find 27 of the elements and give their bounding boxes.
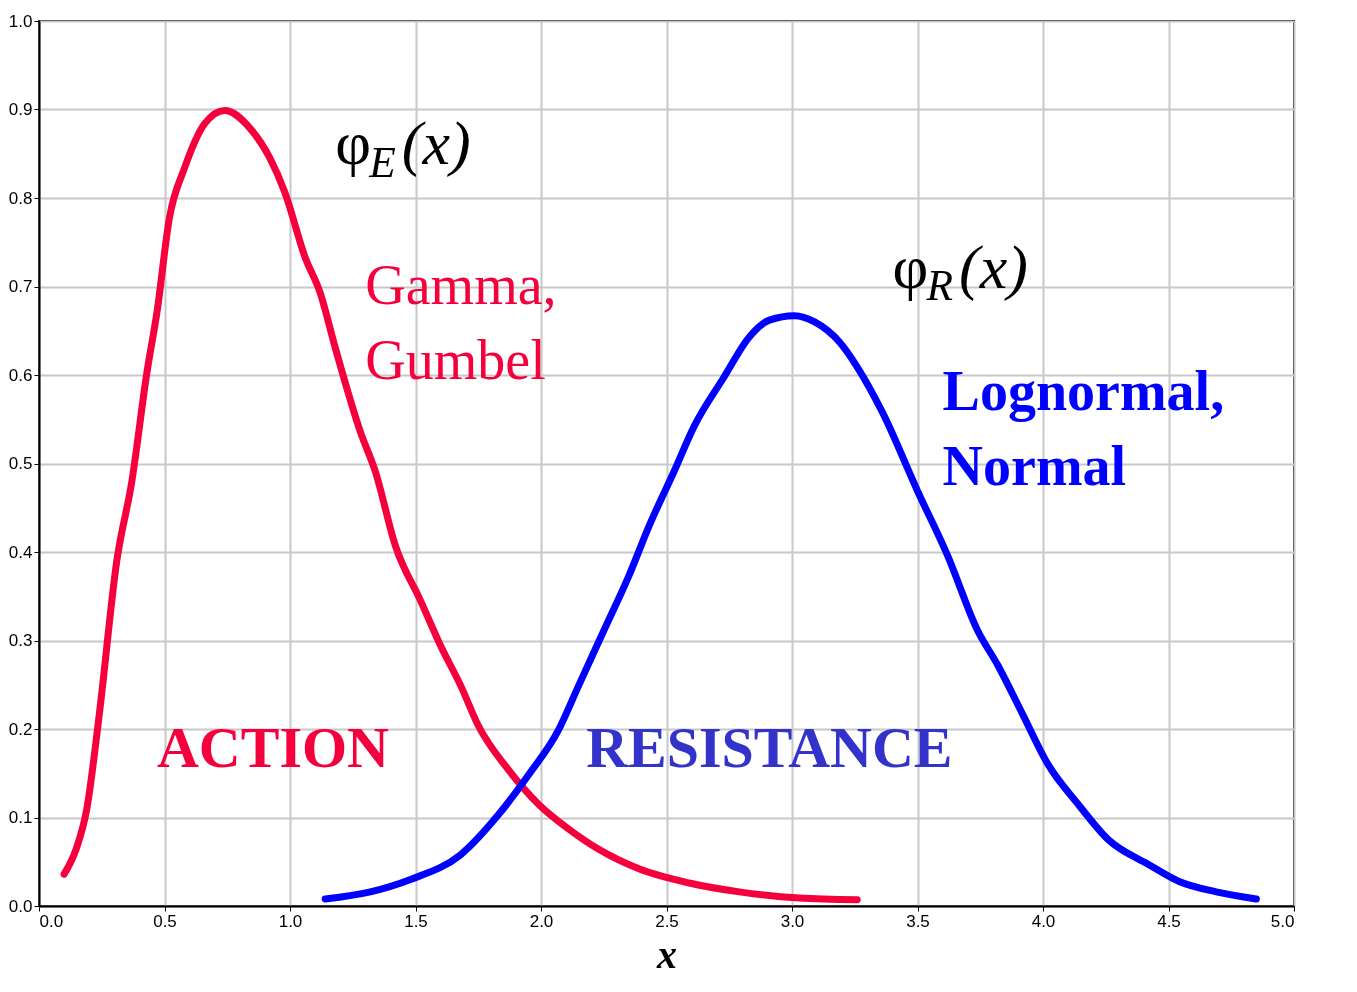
- x-axis-title: x: [656, 931, 677, 977]
- x-tick-label: 0.5: [153, 911, 177, 931]
- x-tick-label: 2.0: [529, 911, 554, 931]
- y-tick-label: 0.5: [8, 454, 33, 473]
- x-tick-label: 1.0: [278, 911, 303, 931]
- y-tick-label: 0.7: [8, 277, 33, 296]
- annotation: RESISTANCE: [586, 715, 953, 781]
- x-tick-label: 4.0: [1031, 911, 1056, 931]
- x-tick-label: 0.0: [39, 911, 64, 931]
- y-tick-label: 0.9: [8, 100, 33, 119]
- y-tick-label: 0.8: [8, 188, 33, 208]
- y-tick-label: 0.6: [8, 365, 33, 385]
- annotation: Lognormal, Normal: [942, 359, 1225, 498]
- annotation: Gamma, Gumbel: [365, 253, 557, 392]
- x-tick-label: 3.0: [780, 911, 805, 931]
- x-tick-label: 2.5: [655, 911, 679, 931]
- y-tick-label: 0.0: [8, 896, 33, 916]
- x-tick-label: 3.5: [906, 911, 930, 931]
- annotation: ACTION: [156, 715, 390, 781]
- y-tick-label: 0.1: [8, 808, 33, 827]
- y-tick-label: 1.0: [8, 11, 33, 31]
- x-tick-label: 5.0: [1270, 911, 1295, 931]
- x-tick-label: 4.5: [1157, 911, 1181, 931]
- x-tick-label: 1.5: [404, 911, 428, 931]
- y-tick-label: 0.2: [8, 719, 33, 739]
- y-tick-label: 0.3: [8, 631, 33, 650]
- y-tick-label: 0.4: [8, 542, 33, 562]
